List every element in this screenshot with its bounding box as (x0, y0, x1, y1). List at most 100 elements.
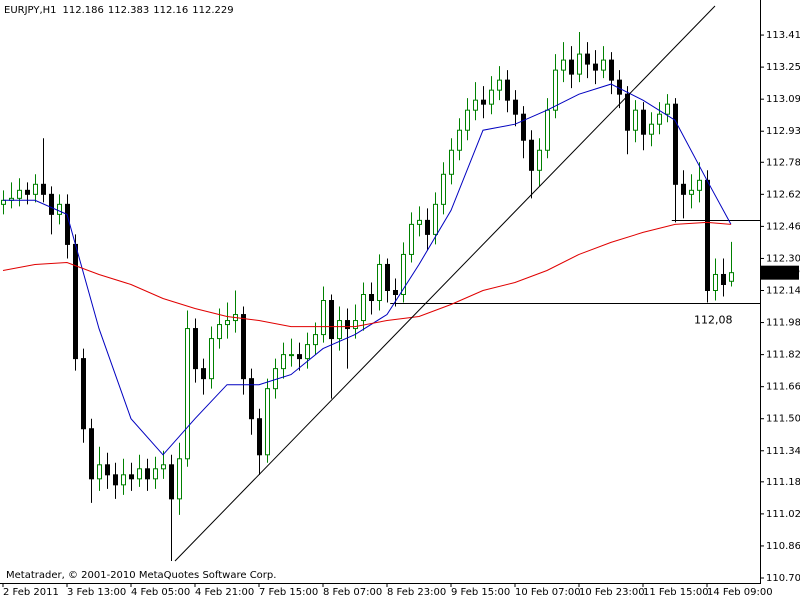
candle-body (353, 320, 358, 330)
candle-body (585, 53, 590, 65)
candle-body (537, 149, 542, 171)
x-tick-label: 8 Feb 23:00 (387, 587, 446, 598)
candle-body (121, 474, 126, 486)
candle-body (513, 99, 518, 115)
y-tick-label: 113.095 (766, 94, 800, 105)
candle-body (689, 189, 694, 195)
y-tick-label: 111.500 (766, 414, 800, 425)
candle-body (289, 354, 294, 357)
candle-body (217, 324, 222, 340)
candle-body (49, 193, 54, 215)
candle-body (345, 320, 350, 330)
candle-body (441, 173, 446, 205)
candle-body (25, 189, 30, 195)
candle-body (433, 203, 438, 235)
candle-body (409, 223, 414, 255)
x-tick-label: 10 Feb 07:00 (515, 587, 581, 598)
candle-body (281, 354, 286, 370)
line (174, 5, 716, 562)
candle-body (425, 219, 430, 235)
candle-body (337, 320, 342, 340)
open: 112.186 (63, 5, 104, 16)
candle-body (593, 63, 598, 71)
candle-body (665, 103, 670, 115)
footer: Metatrader, © 2001-2010 MetaQuotes Softw… (6, 570, 276, 581)
x-tick-label: 4 Feb 05:00 (131, 587, 190, 598)
candle-body (729, 272, 734, 282)
candle-body (529, 139, 534, 171)
x-tick-label: 9 Feb 15:00 (451, 587, 510, 598)
x-tick-label: 10 Feb 23:00 (579, 587, 645, 598)
candle-body (505, 79, 510, 101)
line (3, 83, 732, 456)
candle-body (297, 354, 302, 360)
candle-body (697, 179, 702, 191)
candle-body (577, 53, 582, 75)
candle-body (105, 464, 110, 476)
candle-body (545, 109, 550, 151)
candle-body (313, 334, 318, 346)
y-tick-label: 113.255 (766, 62, 800, 73)
candle-body (257, 418, 262, 456)
candle-body (609, 59, 614, 81)
candle-body (681, 183, 686, 195)
candle-body (201, 368, 206, 380)
symbol: EURJPY,H1 (4, 5, 57, 16)
y-tick-label: 110.865 (766, 541, 800, 552)
candle-body (369, 294, 374, 302)
candle-body (521, 113, 526, 141)
x-tick-label: 8 Feb 07:00 (323, 587, 382, 598)
low: 112.16 (153, 5, 188, 16)
candle-body (633, 109, 638, 131)
x-tick-label: 11 Feb 15:00 (643, 587, 709, 598)
y-tick-label: 112.460 (766, 221, 800, 232)
horizontal-line-label: 112,08 (694, 314, 733, 327)
candle-body (33, 183, 38, 195)
candle-body (553, 69, 558, 111)
candle-body (393, 289, 398, 296)
candle-body (705, 179, 710, 291)
y-tick-label: 112.140 (766, 285, 800, 296)
candle-body (649, 123, 654, 135)
candle-body (129, 474, 134, 480)
candle-body (193, 328, 198, 370)
high: 112.383 (108, 5, 149, 16)
candle-body (209, 338, 214, 380)
price-label-box (761, 265, 799, 280)
close: 112.229 (192, 5, 233, 16)
candle-body (41, 183, 46, 195)
candle-body (225, 320, 230, 326)
candle-body (185, 328, 190, 460)
y-tick-label: 111.340 (766, 446, 800, 457)
header: EURJPY,H1 112.186 112.383 112.16 112.229 (4, 5, 234, 16)
candle-body (449, 149, 454, 175)
candle-body (465, 109, 470, 131)
y-tick-label: 110.705 (766, 573, 800, 584)
candle-body (601, 59, 606, 71)
candle-body (497, 79, 502, 91)
candle-body (265, 388, 270, 456)
y-tick-label: 112.780 (766, 157, 800, 168)
candle-body (361, 294, 366, 322)
candle-body (153, 468, 158, 480)
candle-body (17, 189, 22, 199)
candle-body (401, 253, 406, 296)
candle-body (385, 263, 390, 291)
candle-body (145, 468, 150, 480)
candle-body (713, 273, 718, 291)
candle-body (73, 243, 78, 360)
candle-body (89, 428, 94, 480)
candle-body (321, 300, 326, 336)
y-tick-label: 113.415 (766, 30, 800, 41)
x-tick-label: 2 Feb 2011 (3, 587, 59, 598)
candle-body (113, 474, 118, 486)
candle-body (305, 344, 310, 360)
candle-body (241, 314, 246, 380)
candle-body (97, 464, 102, 480)
candle-body (377, 263, 382, 302)
candle-body (161, 464, 166, 470)
candle-body (329, 300, 334, 340)
candle-body (625, 93, 630, 131)
